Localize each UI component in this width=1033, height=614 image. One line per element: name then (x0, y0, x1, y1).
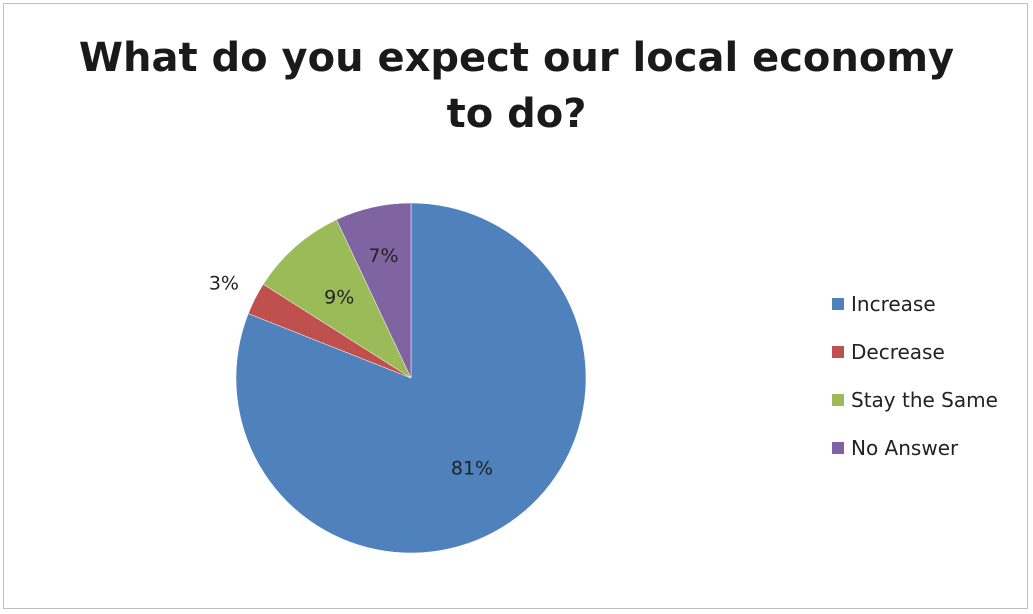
pie-slice-no-answer (336, 202, 412, 379)
legend-item-decrease: Decrease (832, 340, 998, 364)
legend-swatch-decrease (832, 346, 844, 358)
legend-label-decrease: Decrease (851, 340, 945, 364)
chart-legend: Increase Decrease Stay the Same No Answe… (832, 292, 998, 484)
legend-label-increase: Increase (851, 292, 936, 316)
chart-title: What do you expect our local economy to … (0, 30, 1033, 142)
pie-slice-stay-the-same (262, 219, 412, 379)
legend-label-no-answer: No Answer (851, 436, 959, 460)
legend-swatch-increase (832, 298, 844, 310)
data-label-no-answer: 7% (368, 245, 398, 267)
legend-swatch-no-answer (832, 442, 844, 454)
legend-item-increase: Increase (832, 292, 998, 316)
legend-item-no-answer: No Answer (832, 436, 998, 460)
chart-title-line-1: What do you expect our local economy (78, 35, 955, 81)
legend-item-stay-the-same: Stay the Same (832, 388, 998, 412)
data-label-increase: 81% (451, 458, 493, 480)
chart-title-line-2: to do? (446, 91, 587, 137)
legend-swatch-stay-the-same (832, 394, 844, 406)
data-label-stay-the-same: 9% (324, 287, 354, 309)
legend-label-stay-the-same: Stay the Same (851, 388, 998, 412)
data-label-decrease: 3% (209, 273, 239, 295)
